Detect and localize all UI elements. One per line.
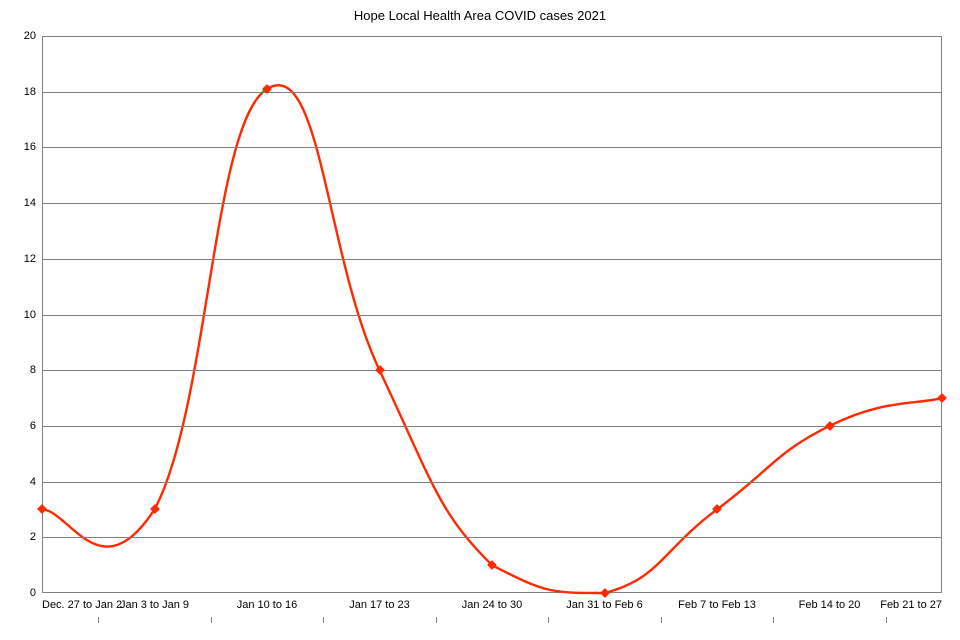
x-minor-tick	[211, 617, 212, 623]
plot-area: Dec. 27 to Jan 2Jan 3 to Jan 9Jan 10 to …	[42, 36, 942, 593]
x-minor-tick	[886, 617, 887, 623]
gridline	[42, 259, 942, 260]
y-tick-label: 10	[24, 309, 42, 321]
x-tick-label: Jan 24 to 30	[462, 599, 523, 611]
x-tick-label: Feb 7 to Feb 13	[678, 599, 756, 611]
x-tick-label: Dec. 27 to Jan 2	[42, 599, 122, 611]
x-axis-labels: Dec. 27 to Jan 2Jan 3 to Jan 9Jan 10 to …	[42, 593, 942, 599]
gridline	[42, 482, 942, 483]
y-tick-label: 16	[24, 141, 42, 153]
x-tick-label: Feb 21 to 27	[880, 599, 942, 611]
gridline	[42, 315, 942, 316]
gridline	[42, 92, 942, 93]
y-tick-label: 20	[24, 30, 42, 42]
x-minor-tick	[661, 617, 662, 623]
y-tick-label: 6	[30, 420, 42, 432]
x-tick-label: Feb 14 to 20	[799, 599, 861, 611]
y-tick-label: 2	[30, 531, 42, 543]
y-tick-label: 14	[24, 197, 42, 209]
y-tick-label: 0	[30, 587, 42, 599]
x-tick-label: Jan 3 to Jan 9	[120, 599, 189, 611]
gridline	[42, 426, 942, 427]
y-tick-label: 12	[24, 253, 42, 265]
chart-title: Hope Local Health Area COVID cases 2021	[0, 8, 960, 23]
x-minor-tick	[436, 617, 437, 623]
gridline	[42, 370, 942, 371]
y-tick-label: 4	[30, 476, 42, 488]
x-tick-label: Jan 31 to Feb 6	[566, 599, 642, 611]
x-minor-tick	[98, 617, 99, 623]
x-minor-tick	[773, 617, 774, 623]
gridline	[42, 537, 942, 538]
x-minor-tick	[548, 617, 549, 623]
gridline	[42, 203, 942, 204]
x-minor-tick	[323, 617, 324, 623]
gridline	[42, 147, 942, 148]
x-tick-label: Jan 17 to 23	[349, 599, 410, 611]
x-tick-label: Jan 10 to 16	[237, 599, 298, 611]
chart-container: Hope Local Health Area COVID cases 2021 …	[0, 0, 960, 640]
series-line	[42, 85, 942, 593]
y-tick-label: 8	[30, 364, 42, 376]
y-tick-label: 18	[24, 86, 42, 98]
